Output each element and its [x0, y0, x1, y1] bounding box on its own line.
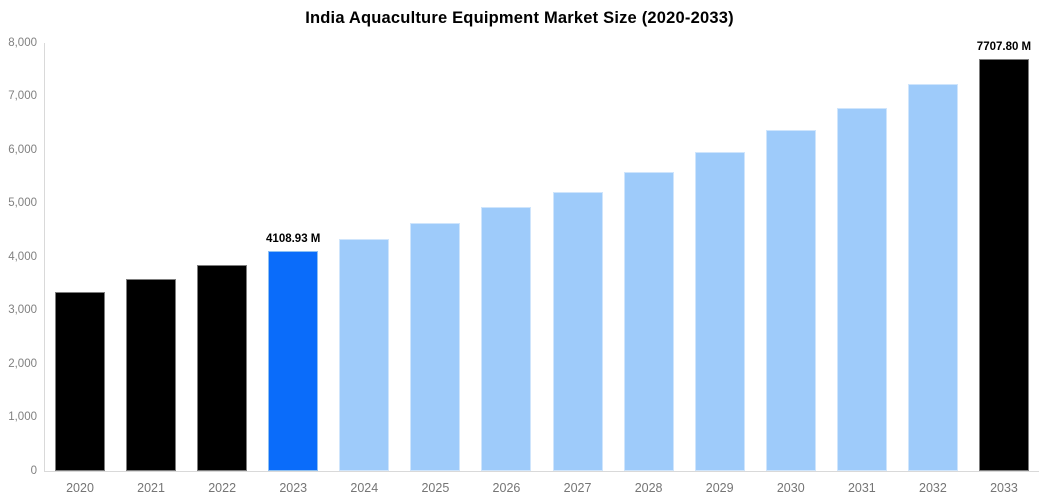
bar-2024[interactable]: [339, 238, 390, 471]
y-tick-8000: 8,000: [8, 36, 37, 49]
x-tick-2028: 2028: [634, 481, 663, 495]
bar-2020[interactable]: [55, 292, 105, 471]
x-tick-2022: 2022: [208, 481, 237, 495]
x-tick-2033: 2033: [990, 481, 1018, 495]
y-tick-3000: 3,000: [8, 304, 37, 316]
y-tick-6000: 6,000: [8, 143, 37, 156]
y-tick-5000: 5,000: [8, 197, 37, 209]
bar-2031[interactable]: [836, 108, 887, 471]
y-tick-7000: 7,000: [8, 90, 37, 102]
y-tick-4000: 4,000: [8, 250, 37, 263]
x-tick-2024: 2024: [350, 481, 379, 495]
bar-2023[interactable]: [268, 251, 319, 471]
x-tick-2031: 2031: [847, 481, 876, 495]
x-tick-2026: 2026: [492, 481, 521, 495]
bar-2029[interactable]: [694, 151, 745, 471]
data-label-2033: 7707.80 M: [976, 40, 1032, 53]
bar-2030[interactable]: [765, 129, 816, 471]
x-tick-2021: 2021: [137, 481, 165, 495]
x-tick-2030: 2030: [776, 481, 805, 495]
chart-title: India Aquaculture Equipment Market Size …: [305, 9, 734, 27]
y-tick-2000: 2,000: [8, 357, 37, 370]
bar-2026[interactable]: [481, 206, 532, 471]
data-label-2023: 4108.93 M: [266, 233, 321, 246]
bar-2022[interactable]: [197, 265, 248, 471]
x-tick-2025: 2025: [421, 481, 450, 495]
bar-2028[interactable]: [623, 171, 674, 471]
x-tick-2023: 2023: [279, 481, 308, 495]
bar-2032[interactable]: [907, 83, 958, 471]
x-tick-2027: 2027: [563, 481, 592, 495]
x-axis-line: [44, 471, 1039, 472]
bar-2025[interactable]: [410, 222, 461, 471]
y-axis-line: [44, 43, 45, 471]
y-tick-1000: 1,000: [8, 411, 37, 423]
bar-2033[interactable]: [978, 58, 1029, 471]
y-tick-0: 0: [30, 464, 37, 477]
x-tick-2032: 2032: [919, 481, 947, 495]
x-tick-2029: 2029: [705, 481, 734, 495]
x-tick-2020: 2020: [66, 481, 94, 495]
bar-2027[interactable]: [552, 191, 603, 471]
bar-2021[interactable]: [126, 278, 177, 471]
